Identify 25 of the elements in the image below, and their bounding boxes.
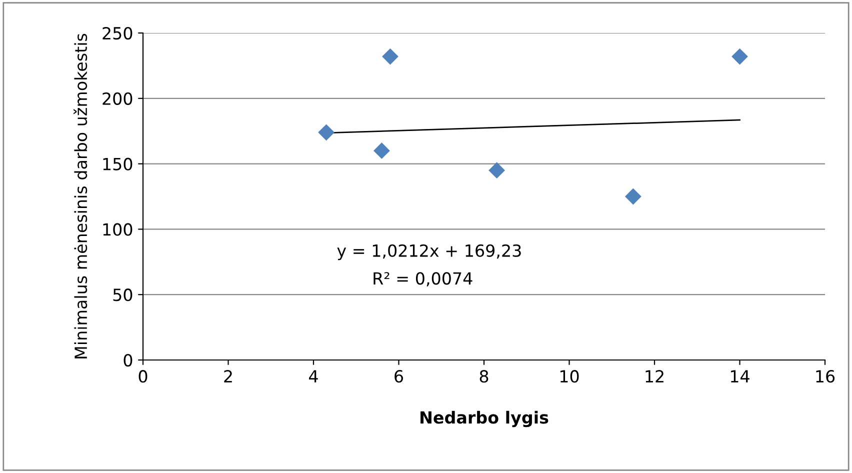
x-tick-label: 10 [560, 370, 579, 383]
annotation: R² = 0,0074 [374, 272, 472, 286]
x-tick-label: 8 [480, 370, 488, 383]
point [624, 188, 642, 205]
y-tick-label: 150 [103, 158, 132, 170]
point [373, 142, 390, 159]
y-tick-label: 250 [102, 26, 132, 40]
point [488, 162, 506, 179]
y-tick-label: 200 [102, 92, 132, 105]
point [382, 48, 398, 65]
y-tick-label: 50 [113, 288, 132, 302]
x-tick-label: 16 [816, 370, 835, 383]
x-tick-label: 6 [394, 370, 404, 383]
x-tick-label: 4 [309, 370, 318, 382]
annotation: y = 1,0212x + 169,23 [337, 244, 521, 260]
y-tick-label: 100 [103, 223, 132, 236]
x-tick-label: 14 [730, 370, 750, 382]
point [318, 124, 335, 141]
x-axis-title: Nedarbo lygis [420, 410, 548, 428]
x-tick-label: 0 [138, 370, 148, 383]
x-tick-label: 12 [646, 370, 664, 382]
y-axis-title: Minimalus mėnesinis darbo užmokestis [74, 34, 88, 358]
y-tick-label: 0 [124, 354, 132, 367]
x-tick-label: 2 [224, 370, 232, 382]
point [732, 48, 748, 65]
